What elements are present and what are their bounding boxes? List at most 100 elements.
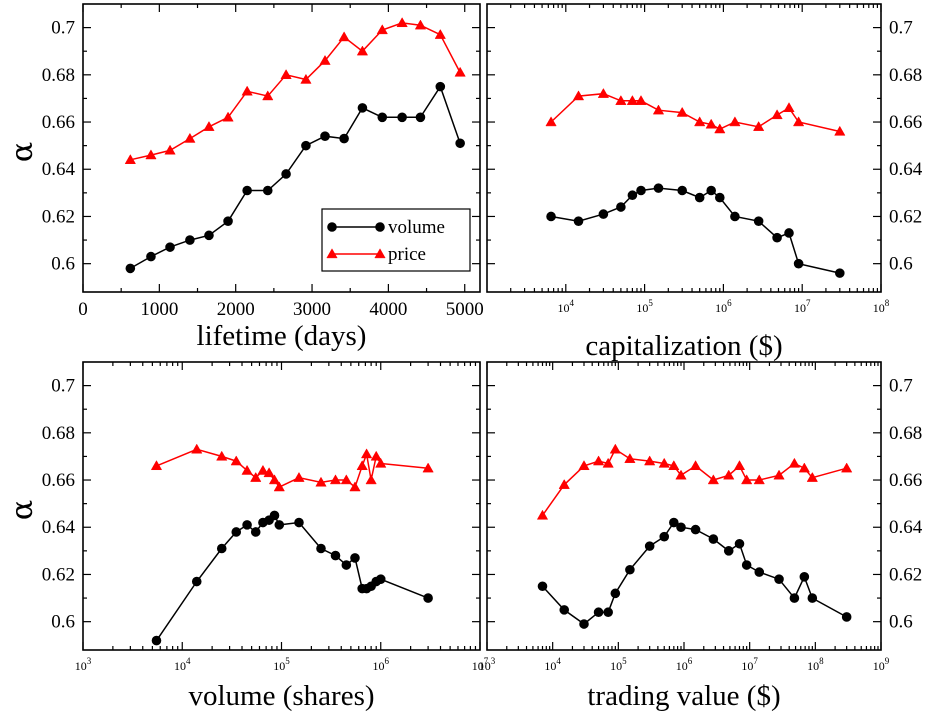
series-volume-point xyxy=(754,567,765,577)
x-tick-exponent: 4 xyxy=(186,656,191,666)
series-price-point xyxy=(319,54,331,65)
series-price-point xyxy=(729,116,741,127)
series-price-point xyxy=(184,132,196,143)
plot-frame xyxy=(486,3,882,293)
series-price-point xyxy=(315,476,327,487)
y-tick-label: 0.68 xyxy=(889,423,922,444)
series-volume-point xyxy=(714,192,725,203)
series-price-point xyxy=(262,90,274,101)
series-volume-point xyxy=(676,522,686,533)
legend-marker-price xyxy=(374,248,386,259)
x-tick-exponent: 5 xyxy=(285,656,290,666)
series-volume-point xyxy=(784,228,794,238)
series-price-point xyxy=(396,17,408,28)
series-volume-point xyxy=(350,553,360,563)
series-price-point xyxy=(773,469,785,480)
series-volume-point xyxy=(330,550,341,561)
legend-marker-price xyxy=(326,248,338,259)
series-volume-point xyxy=(690,524,701,535)
series-volume-point xyxy=(423,593,433,603)
x-tick-label: 0 xyxy=(78,299,88,320)
series-volume-point xyxy=(537,581,548,592)
series-volume-point xyxy=(603,607,613,618)
series-price-point xyxy=(263,467,275,478)
series-price-point xyxy=(545,116,557,127)
y-tick-label: 0.68 xyxy=(42,423,75,444)
series-price-point xyxy=(422,462,434,473)
series-volume-point xyxy=(579,619,589,629)
series-price-line xyxy=(156,448,429,489)
series-volume xyxy=(546,183,845,278)
series-price-point xyxy=(741,474,753,485)
series-price-point xyxy=(124,154,136,164)
series-volume-point xyxy=(706,185,716,196)
series-volume-point xyxy=(546,211,556,222)
series-volume-point xyxy=(741,560,752,570)
series-volume-point xyxy=(185,235,195,245)
x-tick-label: 104 xyxy=(174,656,191,673)
series-price-point xyxy=(626,95,639,105)
series-price-point xyxy=(257,464,269,475)
series-price-point xyxy=(356,460,368,471)
series-price-point xyxy=(841,462,853,473)
y-tick-label: 0.64 xyxy=(42,517,76,538)
series-volume-point xyxy=(397,112,407,123)
x-tick-exponent: 6 xyxy=(385,656,390,666)
series-price-point xyxy=(414,19,427,30)
series-volume-point xyxy=(669,517,679,528)
series-price-point xyxy=(652,104,665,115)
panel-lifetime: 0 1000 2000 3000 4000 5000 0.6 0.62 0.64 0.66 0.68… xyxy=(5,3,484,352)
series-price-point xyxy=(349,481,361,492)
x-tick-label: 103 xyxy=(75,656,92,673)
x-tick-exponent: 4 xyxy=(570,298,575,308)
x-axis-label: lifetime (days) xyxy=(197,320,367,352)
y-tick-label: 0.62 xyxy=(889,564,922,585)
series-volume-point xyxy=(774,574,784,584)
series-price-point xyxy=(723,469,735,480)
x-tick-exponent: 7 xyxy=(484,656,489,666)
y-tick-label: 0.68 xyxy=(42,65,75,86)
series-price-point xyxy=(788,457,801,468)
y-axis-label: α xyxy=(5,142,40,162)
series-volume xyxy=(125,81,465,274)
x-tick-exponent: 5 xyxy=(648,298,653,308)
series-volume-line xyxy=(541,521,848,625)
series-price-point xyxy=(676,106,688,117)
series-volume-point xyxy=(659,531,670,542)
series-price-point xyxy=(280,69,292,79)
series-volume-point xyxy=(723,546,734,556)
y-tick-label: 0.68 xyxy=(889,65,922,86)
y-tick-label: 0.62 xyxy=(42,206,75,227)
series-price-point xyxy=(375,457,387,468)
series-volume xyxy=(151,510,433,646)
x-tick-exponent: 6 xyxy=(688,656,693,666)
series-price-point xyxy=(340,474,352,485)
y-tick-label: 0.7 xyxy=(889,18,913,39)
x-tick-exponent: 7 xyxy=(806,298,811,308)
series-volume-point xyxy=(435,81,446,92)
series-volume-point xyxy=(320,131,330,141)
series-price-point xyxy=(578,460,590,471)
x-tick-label: 107 xyxy=(794,298,811,315)
series-volume-point xyxy=(644,541,655,551)
series-volume-point xyxy=(636,185,646,196)
y-tick-label: 0.66 xyxy=(42,470,75,491)
x-tick-label: 1000 xyxy=(140,299,178,320)
y-tick-label: 0.66 xyxy=(889,112,922,133)
series-price-point xyxy=(733,460,746,471)
x-tick-label: 106 xyxy=(676,656,693,673)
series-price-point xyxy=(360,448,373,459)
y-tick-label: 0.64 xyxy=(889,517,923,538)
series-volume xyxy=(537,517,852,629)
series-price-point xyxy=(273,481,285,492)
series-volume-point xyxy=(294,517,304,528)
series-volume-point xyxy=(789,593,800,603)
series-price-point xyxy=(572,90,585,101)
x-tick-label: 103 xyxy=(479,656,496,673)
series-price-point xyxy=(675,469,687,480)
x-tick-label: 5000 xyxy=(446,299,484,320)
series-price-point xyxy=(792,116,805,127)
x-tick-label: 109 xyxy=(873,656,890,673)
series-price-point xyxy=(834,125,846,136)
